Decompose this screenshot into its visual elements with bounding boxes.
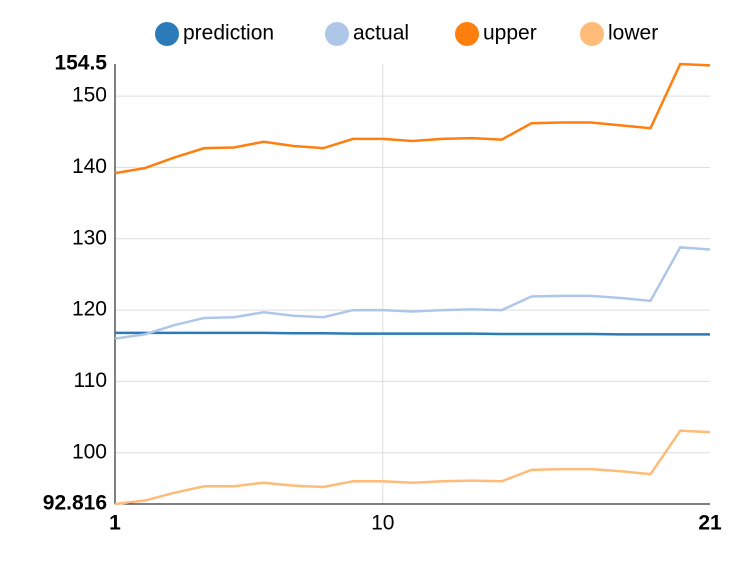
series-line: [115, 331, 710, 336]
y-tick-label: 110: [74, 369, 107, 392]
y-tick-label: 140: [72, 155, 107, 178]
legend-marker: [155, 22, 179, 46]
series-line: [114, 429, 711, 506]
y-tick-label: 130: [72, 226, 107, 249]
legend-marker: [580, 22, 604, 46]
legend-label: upper: [483, 22, 537, 45]
y-tick-label: 154.5: [54, 52, 107, 75]
series-line: [114, 62, 711, 175]
x-tick-label: 1: [109, 512, 121, 535]
x-tick-label: 10: [371, 512, 394, 535]
legend-label: prediction: [183, 22, 274, 45]
legend-label: actual: [353, 22, 409, 45]
legend-marker: [325, 22, 349, 46]
y-tick-label: 100: [72, 440, 107, 463]
legend-label: lower: [608, 22, 658, 45]
x-tick-label: 21: [698, 512, 722, 535]
legend-marker: [455, 22, 479, 46]
y-tick-label: 150: [72, 84, 107, 107]
y-tick-label: 92.816: [43, 492, 107, 515]
y-tick-label: 120: [72, 298, 107, 321]
series-line: [114, 246, 711, 340]
